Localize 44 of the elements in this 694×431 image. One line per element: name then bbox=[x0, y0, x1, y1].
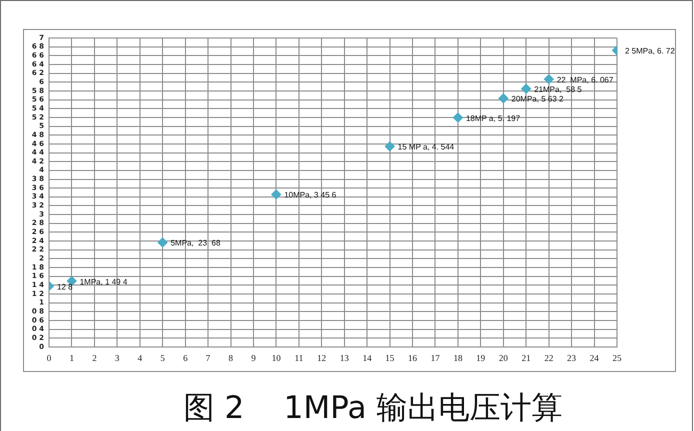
x-tick-label: 13 bbox=[340, 352, 350, 363]
x-tick-label: 6 bbox=[183, 352, 188, 363]
x-tick-label: 25 bbox=[612, 352, 622, 363]
data-label: 20MPa, 5 63 2 bbox=[511, 94, 564, 104]
x-tick-label: 19 bbox=[476, 352, 486, 363]
x-tick-label: 23 bbox=[567, 352, 577, 363]
x-tick-label: 8 bbox=[228, 352, 234, 363]
data-label: 12 8 bbox=[57, 282, 74, 292]
data-label: 18MP a, 5. 197 bbox=[466, 114, 521, 123]
x-tick-label: 18 bbox=[453, 352, 463, 363]
point bbox=[521, 84, 532, 94]
x-tick-label: 21 bbox=[522, 352, 531, 363]
x-tick-label: 9 bbox=[251, 352, 256, 363]
x-tick-label: 14 bbox=[362, 352, 372, 363]
point bbox=[271, 189, 282, 200]
x-tick-label: 7 bbox=[206, 352, 211, 363]
x-tick-label: 15 bbox=[385, 352, 395, 363]
x-tick-label: 16 bbox=[408, 352, 418, 363]
point bbox=[544, 74, 554, 84]
x-tick-label: 24 bbox=[590, 352, 600, 363]
data-label: 5MPa, 23 68 bbox=[170, 238, 221, 248]
x-tick-label: 10 bbox=[272, 352, 282, 363]
x-tick-label: 17 bbox=[430, 352, 440, 363]
data-label: 2 5MPa, 6. 72 bbox=[625, 46, 676, 56]
x-tick-label: 3 bbox=[114, 352, 120, 363]
point bbox=[498, 93, 508, 104]
data-label: 10MPa, 3 45 6 bbox=[284, 190, 337, 200]
x-tick-label: 20 bbox=[498, 352, 508, 363]
point bbox=[384, 141, 395, 152]
point bbox=[452, 112, 463, 123]
data-label: 15 MP a, 4. 544 bbox=[398, 142, 455, 152]
x-tick-label: 12 bbox=[317, 352, 326, 363]
x-tick-label: 5 bbox=[160, 352, 166, 363]
data-label: 1MPa, 1 49 4 bbox=[80, 277, 128, 286]
x-tick-label: 22 bbox=[544, 352, 554, 363]
x-tick-label: 0 bbox=[46, 352, 52, 363]
x-tick-label: 11 bbox=[294, 352, 304, 363]
x-tick-label: 4 bbox=[138, 352, 143, 363]
x-tick-label: 1 bbox=[69, 352, 74, 363]
text: 图 2 1MPa 输出电压计算 bbox=[182, 389, 564, 427]
point bbox=[158, 237, 168, 248]
data-label: 21MPa, 58 5 bbox=[534, 84, 582, 94]
data-label: 22 MPa, 6. 067 bbox=[556, 75, 614, 84]
x-tick-label: 2 bbox=[92, 352, 97, 363]
